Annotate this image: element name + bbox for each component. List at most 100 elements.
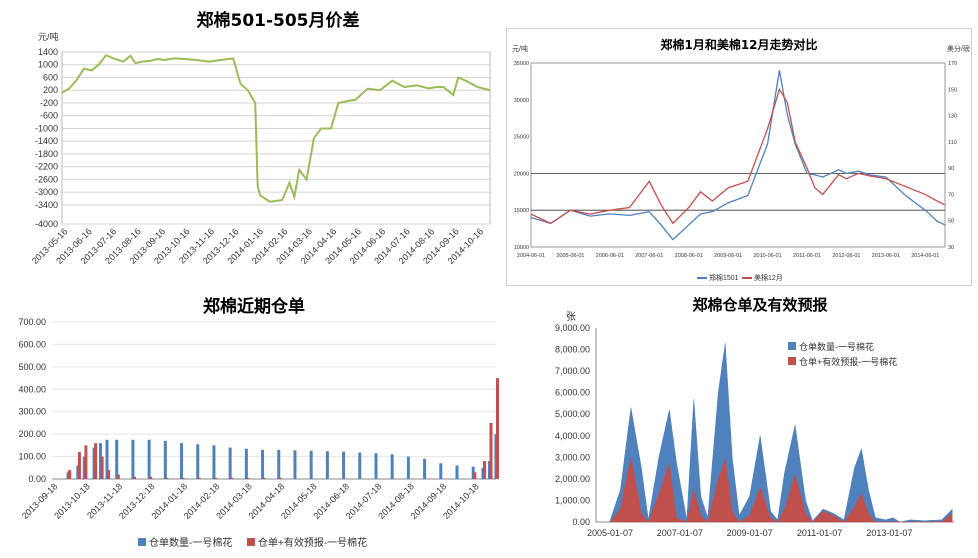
x-tick-label: 2014-06-01 — [911, 253, 939, 259]
receipts-bar — [406, 456, 410, 479]
right-y-tick-label: 130 — [948, 114, 957, 120]
x-tick-label: 2007-06-01 — [635, 253, 663, 259]
legend-swatch-us-cotton — [742, 277, 752, 279]
y-tick-label: 1000 — [38, 60, 58, 70]
x-tick-label: 2011-06-01 — [793, 253, 821, 259]
receipts-forecast-bar — [116, 474, 120, 479]
receipts-forecast-bar — [246, 477, 250, 479]
receipts-forecast-bar — [496, 378, 499, 479]
y-tick-label: 200 — [43, 85, 58, 95]
chart-title: 郑棉近期仓单 — [203, 296, 305, 317]
receipts-forecast-bar — [77, 452, 81, 479]
y-axis-unit-label: 张 — [566, 311, 576, 323]
x-tick-label: 2012-06-01 — [832, 253, 860, 259]
y-tick-label: 7,000.00 — [555, 366, 590, 376]
right-y-tick-label: 50 — [948, 219, 954, 225]
chart-title: 郑棉仓单及有效预报 — [692, 296, 827, 314]
receipts-bar — [481, 467, 485, 479]
left-y-tick-label: 35000 — [514, 61, 529, 67]
x-tick-label: 2009-01-07 — [727, 528, 773, 538]
y-tick-label: -4000 — [35, 219, 58, 229]
chart-title: 郑棉501-505月价差 — [196, 10, 359, 31]
receipts-bar — [342, 451, 346, 479]
receipts-bar — [261, 449, 265, 479]
receipts-bar — [180, 443, 184, 479]
receipts-bar — [455, 465, 459, 479]
left-y-tick-label: 25000 — [514, 135, 529, 141]
us-cotton-dec-line — [530, 87, 946, 225]
receipts-forecast-bar — [489, 422, 493, 479]
warehouse-receipts-history-panel: 郑棉仓单及有效预报 张 仓单数量-一号棉花 仓单+有效预报-一号棉花 9,000… — [510, 286, 978, 558]
x-tick-label: 2004-06-01 — [517, 253, 545, 259]
y-tick-label: 4,000.00 — [555, 431, 590, 441]
receipts-bar — [115, 439, 119, 479]
legend-swatch-receipts-forecast — [788, 357, 796, 365]
x-tick-label: 2007-01-07 — [657, 528, 703, 538]
legend-label-zhengmian: 郑棉1501 — [709, 273, 739, 282]
y-tick-label: 9,000.00 — [555, 323, 590, 333]
receipts-bar — [76, 465, 80, 479]
receipts-bar — [212, 445, 216, 479]
left-y-tick-label: 30000 — [514, 98, 529, 104]
y-tick-label: 300.00 — [18, 407, 46, 417]
x-tick-label: 2011-01-07 — [797, 528, 842, 538]
right-y-tick-label: 150 — [948, 87, 957, 93]
receipts-bar — [99, 443, 103, 479]
receipts-bar — [163, 440, 167, 479]
y-tick-label: 600 — [43, 72, 58, 82]
legend-label-receipts-forecast: 仓单+有效预报-一号棉花 — [799, 356, 897, 367]
receipts-forecast-bar — [165, 477, 169, 479]
spread-line — [61, 53, 491, 203]
y-tick-label: 2,000.00 — [555, 474, 590, 484]
right-y-tick-label: 90 — [948, 166, 954, 172]
receipts-forecast-bar — [84, 445, 88, 479]
receipts-bar — [228, 447, 232, 479]
receipts-forecast-bar — [230, 477, 234, 479]
receipts-bar — [374, 453, 378, 479]
right-y-tick-label: 170 — [948, 61, 957, 67]
y-tick-label: 700.00 — [18, 317, 46, 327]
legend-label-us-cotton: 美棉12月 — [754, 273, 783, 282]
receipts-forecast-bar — [197, 477, 201, 479]
y-tick-label: -2600 — [35, 174, 58, 184]
receipts-forecast-bar — [181, 477, 185, 479]
y-tick-label: -1400 — [35, 136, 58, 146]
legend-label-receipts: 仓单数量-一号棉花 — [149, 536, 232, 549]
y-tick-label: 0.00 — [28, 474, 46, 484]
y-tick-label: 200.00 — [18, 429, 46, 439]
comparison-chart: 郑棉1月和美棉12月走势对比 元/吨 美分/磅 郑棉1501 美棉12月 350… — [512, 37, 970, 282]
y-axis-unit-label: 元/吨 — [38, 31, 59, 42]
right-y-tick-label: 110 — [948, 140, 957, 146]
x-tick-label: 2009-06-01 — [714, 253, 742, 259]
receipts-bar — [293, 450, 297, 479]
legend: 仓单数量-一号棉花 仓单+有效预报-一号棉花 — [788, 341, 897, 367]
receipts-bar — [82, 456, 86, 479]
receipts-bar — [390, 454, 394, 479]
y-tick-label: 400.00 — [18, 384, 46, 394]
receipts-forecast-bar — [473, 472, 477, 479]
warehouse-receipts-history-chart: 郑棉仓单及有效预报 张 仓单数量-一号棉花 仓单+有效预报-一号棉花 9,000… — [555, 296, 954, 538]
receipts-bar — [147, 439, 151, 479]
x-tick-label: 2013-01-07 — [866, 528, 912, 538]
spread-chart: 郑棉501-505月价差 元/吨 1400 1000 600 200 -200 -600 -… — [30, 10, 491, 266]
right-y-tick-label: 70 — [948, 192, 954, 198]
x-tick-label: 2006-06-01 — [596, 253, 624, 259]
receipts-bar — [196, 444, 200, 479]
receipts-forecast-bar — [107, 470, 111, 479]
receipts-forecast-bar — [483, 461, 487, 479]
receipts-bar — [131, 439, 135, 479]
legend-swatch-zhengmian — [697, 277, 707, 279]
right-axis-unit-label: 美分/磅 — [947, 44, 970, 53]
left-axis-unit-label: 元/吨 — [512, 44, 528, 53]
left-y-tick-label: 20000 — [514, 171, 529, 177]
receipts-bar — [66, 472, 70, 479]
y-tick-label: 6,000.00 — [555, 388, 590, 398]
receipts-forecast-bar — [94, 443, 98, 479]
receipts-bar — [105, 439, 109, 479]
receipts-bar — [423, 458, 427, 479]
plot-frame — [530, 62, 946, 248]
receipts-bar — [244, 448, 248, 479]
receipts-area — [609, 343, 953, 523]
receipts-bar — [277, 449, 281, 479]
y-tick-label: -3400 — [35, 200, 58, 210]
